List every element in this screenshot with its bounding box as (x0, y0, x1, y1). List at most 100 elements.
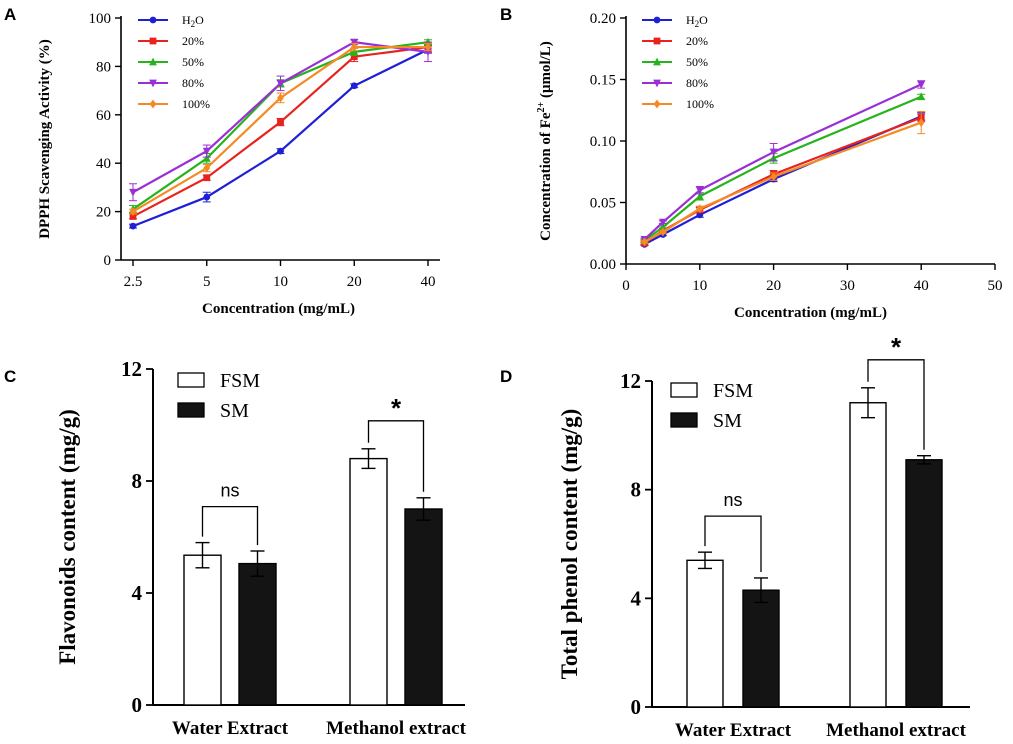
legend-marker (653, 79, 661, 88)
y-axis-title-unit: (μmol/L) (538, 41, 554, 102)
legend-item: 100% (138, 97, 210, 111)
y-axis-title: Flavonoids content (mg/g) (55, 409, 80, 665)
x-tick-label: 20 (766, 278, 781, 294)
legend-marker (653, 16, 661, 24)
y-tick-label: 0.10 (590, 134, 616, 150)
legend-label: SM (713, 410, 742, 432)
significance-star: * (891, 332, 902, 362)
legend-item: H2O (138, 13, 204, 29)
bar-group-water: ns Water Extract (675, 490, 792, 741)
legend-item: SM (670, 410, 742, 432)
y-tick-label: 0 (132, 693, 143, 717)
legend-marker (149, 16, 157, 24)
legend-label: SM (220, 400, 249, 422)
data-point (659, 222, 667, 231)
legend-item: 20% (642, 34, 708, 48)
legend-label: 20% (686, 34, 708, 48)
legend-swatch (670, 382, 698, 398)
legend-item: 100% (642, 97, 714, 111)
y-tick-label: 80 (96, 59, 111, 75)
y-tick-label: 0 (631, 695, 642, 719)
data-point (695, 191, 704, 200)
bar-fsm (183, 554, 222, 706)
data-point (276, 79, 285, 88)
legend-label: 80% (182, 76, 204, 90)
legend-marker (149, 57, 157, 66)
data-point (129, 222, 137, 230)
y-axis-title-superscript: 2+ (536, 101, 547, 112)
legend-swatch (177, 402, 205, 418)
data-point (202, 153, 211, 162)
y-tick-label: 12 (620, 369, 641, 393)
panel-letter-d: D (500, 367, 512, 386)
x-axis-title: Concentration (mg/mL) (202, 301, 355, 317)
legend-marker (653, 37, 661, 45)
data-point (350, 82, 358, 90)
legend-marker (149, 79, 157, 88)
legend-item: FSM (670, 380, 753, 402)
bracket-line (201, 505, 259, 545)
y-axis-title: Total phenol content (mg/g) (557, 409, 582, 680)
x-tick-label: 30 (840, 278, 855, 294)
bar-group-methanol: * Methanol extract (826, 332, 966, 741)
legend-swatch (670, 412, 698, 428)
legend-label: H2O (182, 13, 204, 29)
data-point (350, 53, 358, 61)
data-point (203, 193, 211, 201)
bar-sm (905, 459, 943, 708)
panel-a-dpph-chart: 0 20 40 60 80 100 2.5 5 10 20 40 Concentration (mg/… (37, 11, 440, 317)
y-tick-label: 4 (132, 581, 143, 605)
bar-fsm (349, 457, 388, 706)
legend-item: 80% (642, 76, 708, 90)
y-tick-label: 100 (89, 11, 112, 27)
series-line (643, 95, 922, 242)
panel-b-fe-chart: 0.00 0.05 0.10 0.15 0.20 0 10 20 30 40 50 Concentra… (536, 11, 1003, 321)
legend-item: FSM (177, 370, 260, 392)
significance-bracket: * (367, 393, 425, 492)
legend-label: 50% (182, 55, 204, 69)
legend-item: H2O (642, 13, 708, 29)
x-tick-label: 5 (203, 274, 211, 290)
data-point (917, 81, 926, 89)
x-tick-label: 50 (988, 278, 1003, 294)
legend-label-o: O (195, 13, 204, 27)
legend-item: 50% (138, 55, 204, 69)
bar-sm (404, 508, 443, 706)
y-axis-title-main: Concentration of Fe (538, 112, 554, 241)
panel-letter-b: B (500, 5, 512, 24)
legend-label: 100% (182, 97, 210, 111)
significance-label: ns (220, 481, 239, 501)
legend-swatch (177, 372, 205, 388)
data-point (277, 147, 284, 155)
data-point (129, 188, 137, 197)
legend-item: 50% (642, 55, 708, 69)
data-point (695, 186, 704, 195)
bar-fsm (686, 559, 724, 708)
x-category-label: Water Extract (172, 718, 289, 739)
x-tick-label: 0 (622, 278, 630, 294)
y-tick-label: 60 (96, 108, 111, 124)
legend-marker (653, 57, 661, 66)
data-point (917, 118, 925, 127)
series-line (643, 115, 922, 246)
legend-item: 80% (138, 76, 204, 90)
x-axis-title: Concentration (mg/mL) (734, 305, 887, 321)
y-tick-label: 0.05 (590, 196, 616, 212)
data-point (129, 207, 137, 216)
x-tick-label: 2.5 (124, 274, 143, 290)
data-point (203, 174, 211, 182)
y-tick-label: 0.15 (590, 73, 616, 89)
y-tick-label: 8 (631, 478, 642, 502)
data-point (203, 163, 211, 173)
data-point (769, 148, 778, 157)
y-tick-label: 4 (631, 586, 642, 610)
y-axis-title: DPPH Scavenging Activity (%) (37, 39, 53, 239)
series-100 (640, 110, 926, 247)
bar-fsm (849, 402, 887, 708)
bar-group-water: ns Water Extract (172, 481, 289, 739)
legend-label: 80% (686, 76, 708, 90)
legend-label: 100% (686, 97, 714, 111)
data-point (202, 147, 211, 156)
bracket-line (367, 420, 425, 492)
